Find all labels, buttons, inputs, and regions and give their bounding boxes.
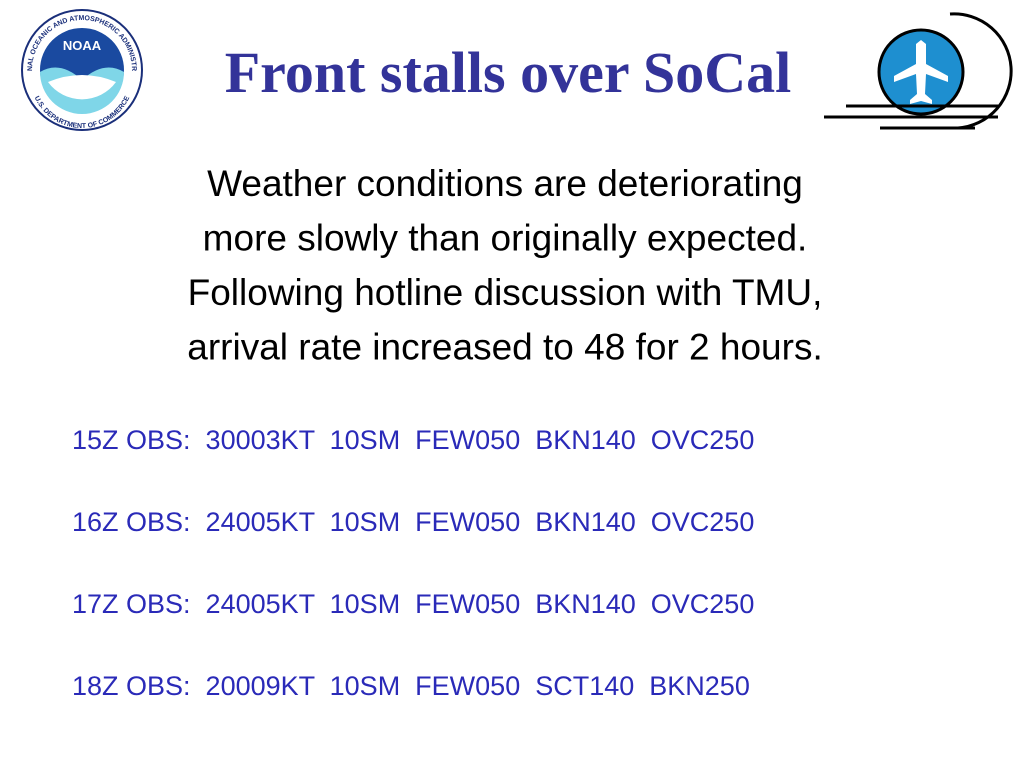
noaa-logo: NATIONAL OCEANIC AND ATMOSPHERIC ADMINIS… xyxy=(0,0,143,131)
logo-name: NOAA xyxy=(63,38,102,53)
body-line: Following hotline discussion with TMU, xyxy=(188,272,823,313)
observation-line: 17Z OBS: 24005KT 10SM FEW050 BKN140 OVC2… xyxy=(72,589,754,619)
body-line: arrival rate increased to 48 for 2 hours… xyxy=(187,327,823,368)
body-text: Weather conditions are deteriorating more… xyxy=(187,163,823,368)
slide-title: Front stalls over SoCal xyxy=(225,40,792,105)
body-line: more slowly than originally expected. xyxy=(203,218,808,259)
plane-icon xyxy=(824,12,1013,130)
observation-line: 15Z OBS: 30003KT 10SM FEW050 BKN140 OVC2… xyxy=(72,425,754,455)
observations: 15Z OBS: 30003KT 10SM FEW050 BKN140 OVC2… xyxy=(72,425,754,701)
observation-line: 18Z OBS: 20009KT 10SM FEW050 SCT140 BKN2… xyxy=(72,671,750,701)
body-line: Weather conditions are deteriorating xyxy=(207,163,803,204)
observation-line: 16Z OBS: 24005KT 10SM FEW050 BKN140 OVC2… xyxy=(72,507,754,537)
